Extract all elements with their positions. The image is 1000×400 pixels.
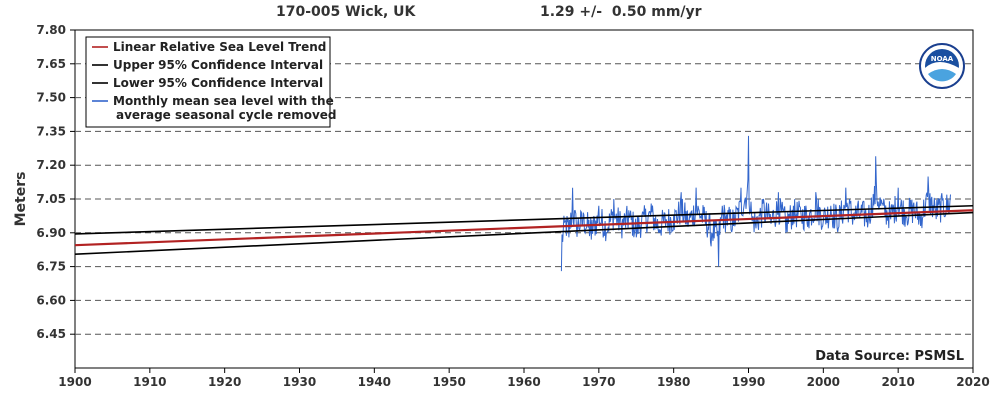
legend-label: Upper 95% Confidence Interval [113, 58, 323, 72]
y-tick-label: 6.75 [36, 260, 66, 274]
y-tick-label: 7.65 [36, 57, 66, 71]
x-tick-label: 1990 [732, 375, 765, 389]
series-linear-trend [74, 209, 974, 247]
y-axis-label: Meters [13, 172, 29, 227]
x-tick-label: 2000 [807, 375, 840, 389]
legend-label: Lower 95% Confidence Interval [113, 76, 323, 90]
y-tick-label: 7.35 [36, 124, 66, 138]
y-tick-label: 7.20 [36, 158, 66, 172]
x-tick-label: 1930 [283, 375, 316, 389]
x-tick-label: 1900 [58, 375, 91, 389]
x-tick-label: 2020 [956, 375, 989, 389]
legend-box [85, 36, 331, 128]
chart-title-trend: 1.29 +/- 0.50 mm/yr [540, 4, 702, 20]
y-tick-label: 7.05 [36, 192, 66, 206]
x-tick-label: 2010 [881, 375, 914, 389]
x-tick-label: 1910 [133, 375, 166, 389]
x-tick-label: 1970 [582, 375, 615, 389]
noaa-logo-wave [928, 69, 956, 82]
data-source-note: Data Source: PSMSL [815, 349, 964, 364]
noaa-logo-text: NOAA [931, 55, 954, 63]
y-tick-label: 7.50 [36, 91, 66, 105]
x-tick-label: 1980 [657, 375, 690, 389]
x-tick-label: 1940 [358, 375, 391, 389]
x-tick-label: 1920 [208, 375, 241, 389]
legend-label: Monthly mean sea level with the average s… [113, 94, 337, 122]
x-tick-label: 1960 [507, 375, 540, 389]
legend-label: Linear Relative Sea Level Trend [113, 40, 326, 54]
series-upper-ci [74, 204, 974, 235]
y-tick-label: 6.60 [36, 293, 66, 307]
y-tick-label: 6.90 [36, 226, 66, 240]
y-tick-label: 7.80 [36, 23, 66, 37]
chart-title-station: 170-005 Wick, UK [276, 4, 416, 20]
y-tick-label: 6.45 [36, 327, 66, 341]
series-monthly-mean [560, 135, 951, 272]
series-lower-ci [74, 211, 974, 256]
x-tick-label: 1950 [432, 375, 465, 389]
